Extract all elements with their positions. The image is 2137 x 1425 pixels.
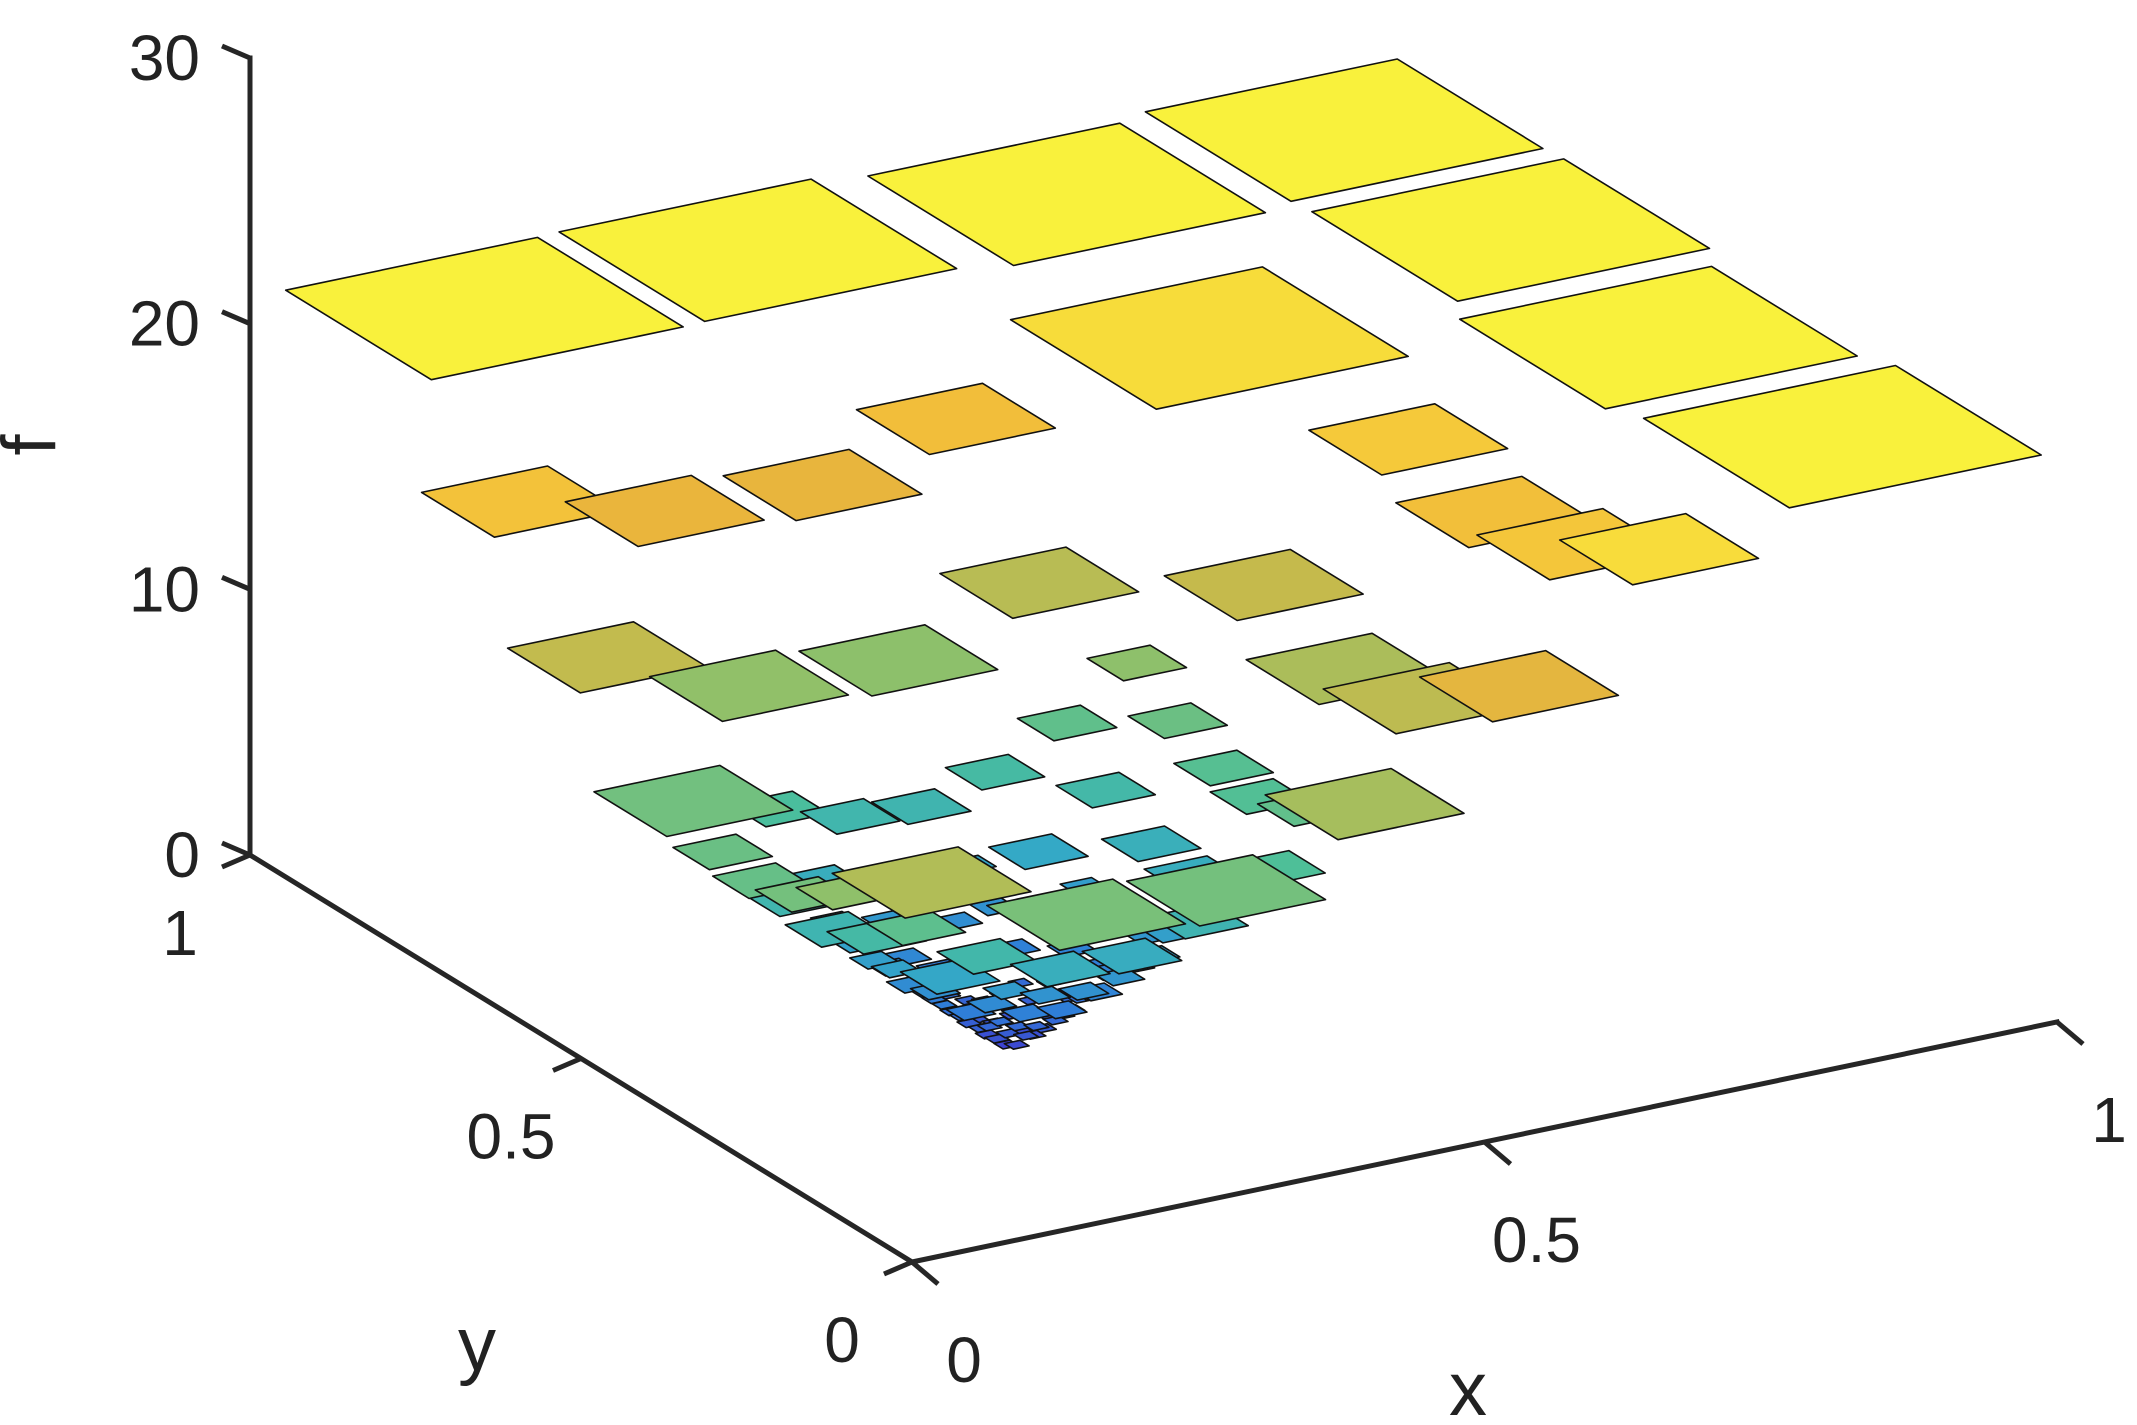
surface-patch (987, 833, 1089, 871)
z-tick-mark (221, 575, 251, 592)
surface-patch (1023, 1020, 1050, 1032)
surface-patch (1173, 749, 1275, 787)
x-tick-label: 0 (946, 1324, 982, 1396)
surface-patch (944, 753, 1046, 791)
surface-patch (648, 649, 850, 723)
x-tick-label: 1 (2091, 1084, 2127, 1156)
z-tick-mark (221, 309, 251, 326)
surface-patch (1264, 767, 1465, 841)
y-tick-label: 0 (824, 1304, 860, 1376)
surface-patch (982, 980, 1034, 1001)
surface-patch (1009, 950, 1111, 988)
surface-patch (1003, 1039, 1030, 1050)
y-tick-label: 1 (162, 897, 198, 969)
surface-patch (870, 787, 972, 826)
surface-patch (1012, 1030, 1040, 1041)
surface-patch (672, 833, 774, 871)
surface-patch (1308, 402, 1509, 476)
z-tick-mark (221, 840, 251, 858)
surface-patch (1558, 512, 1760, 586)
z-tick-mark (221, 43, 251, 61)
surface-patch (564, 474, 765, 548)
surface-patch (593, 764, 794, 838)
z-tick-label: 20 (129, 288, 200, 360)
surface-patch (1036, 1000, 1088, 1020)
surface-patch (1458, 265, 1858, 410)
surface-patch (558, 178, 958, 323)
surface-patch (799, 797, 901, 836)
surface-patch (831, 846, 1032, 919)
surface-patch (1144, 58, 1544, 203)
surface-patches (284, 58, 2042, 1050)
surface-patch (1127, 702, 1229, 740)
y-axis-label: y (458, 1302, 496, 1387)
axis-labels: x y f (0, 434, 1487, 1425)
z-axis-label: f (0, 434, 72, 456)
surface-patch (1055, 771, 1157, 809)
surface-patch (722, 448, 923, 522)
y-tick-mark (552, 1056, 582, 1073)
y-tick-label: 0.5 (467, 1101, 556, 1173)
surface-patch (420, 465, 622, 539)
surface-patch (931, 999, 958, 1011)
y-tick-mark (883, 1259, 913, 1277)
x-tick-mark (2055, 1020, 2085, 1046)
surface-patch (1125, 853, 1327, 927)
surface-patch (1642, 364, 2042, 509)
surface-patch (1311, 158, 1711, 303)
surface-patch (855, 382, 1057, 456)
surface-patch (1081, 937, 1183, 975)
x-tick-label: 0.5 (1492, 1204, 1581, 1276)
surface-patch (985, 878, 1187, 952)
x-tick-mark (910, 1260, 940, 1286)
x-axis-label: x (1449, 1347, 1487, 1420)
surface-patch (1009, 266, 1409, 411)
surface-patch (1058, 981, 1110, 1001)
surface-patch (1418, 649, 1620, 723)
z-tick-label: 10 (129, 553, 200, 625)
surface-patch (1016, 704, 1118, 742)
z-tick-label: 0 (164, 819, 200, 891)
surface-patch (1163, 548, 1364, 622)
surface-patch (987, 1016, 1014, 1027)
surface-patch (1100, 825, 1202, 863)
surface-patch (284, 236, 685, 381)
z-tick-label: 30 (129, 22, 200, 94)
y-tick-mark (221, 852, 251, 870)
surface-patch (939, 546, 1140, 620)
surface-patch (867, 122, 1267, 267)
x-tick-mark (1482, 1140, 1513, 1166)
surface-patch (798, 623, 999, 697)
surface-patch (1086, 644, 1188, 682)
